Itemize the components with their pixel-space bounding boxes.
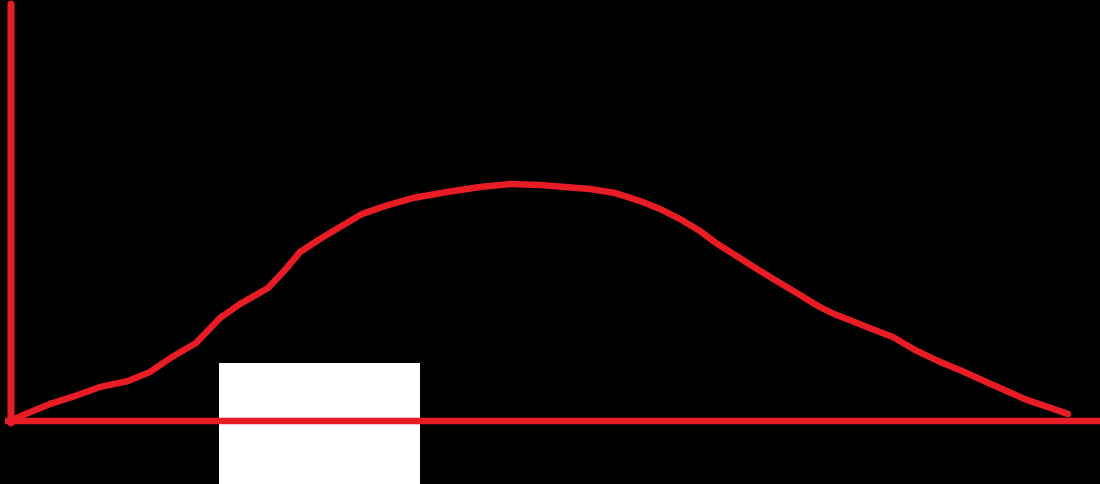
bell-curve xyxy=(6,180,1072,425)
